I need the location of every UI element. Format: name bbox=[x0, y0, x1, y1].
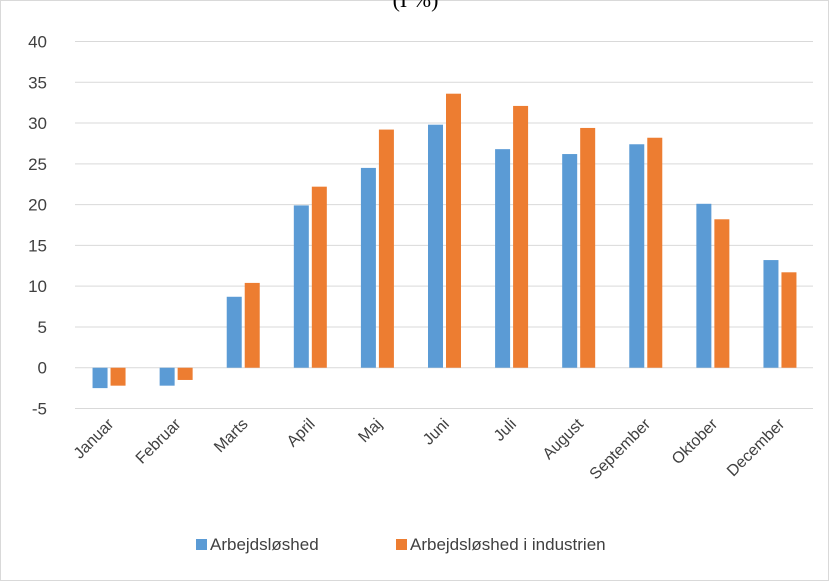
x-tick-label: Juni bbox=[420, 416, 453, 449]
y-tick-label: 35 bbox=[28, 73, 47, 92]
chart-title: (I %) bbox=[1, 0, 829, 13]
y-tick-label: 15 bbox=[28, 236, 47, 255]
x-tick-label: Marts bbox=[211, 416, 251, 456]
y-tick-label: 0 bbox=[38, 359, 47, 378]
bar bbox=[629, 144, 645, 368]
x-tick-label: September bbox=[587, 415, 655, 483]
y-tick-label: 5 bbox=[38, 318, 47, 337]
legend-label: Arbejdsløshed bbox=[210, 535, 319, 554]
bar bbox=[360, 167, 376, 368]
bar bbox=[495, 149, 511, 368]
bar bbox=[293, 205, 309, 368]
bar bbox=[696, 203, 712, 368]
bar bbox=[446, 93, 461, 368]
bar bbox=[159, 367, 175, 386]
x-tick-label: Maj bbox=[355, 416, 385, 446]
bar bbox=[226, 296, 242, 368]
x-tick-label: Februar bbox=[133, 415, 185, 467]
bar bbox=[513, 105, 529, 368]
bar bbox=[580, 127, 596, 368]
legend-label: Arbejdsløshed i industrien bbox=[410, 535, 606, 554]
x-tick-label: Oktober bbox=[669, 415, 722, 468]
x-tick-label: Juli bbox=[491, 416, 520, 445]
bar bbox=[244, 282, 260, 368]
x-tick-label: Januar bbox=[71, 415, 118, 462]
bar bbox=[177, 367, 193, 380]
bar bbox=[562, 154, 578, 368]
bar bbox=[110, 367, 126, 386]
y-tick-label: -5 bbox=[32, 400, 47, 419]
y-tick-label: 30 bbox=[28, 114, 47, 133]
legend-swatch bbox=[396, 539, 407, 550]
bar bbox=[781, 272, 797, 368]
bar bbox=[311, 186, 327, 368]
y-tick-label: 20 bbox=[28, 196, 47, 215]
x-tick-label: December bbox=[724, 415, 789, 480]
legend-swatch bbox=[196, 539, 207, 550]
bar bbox=[763, 260, 779, 368]
bar bbox=[92, 367, 108, 389]
y-tick-label: 10 bbox=[28, 277, 47, 296]
x-tick-label: August bbox=[540, 415, 588, 463]
bar bbox=[647, 137, 663, 368]
y-tick-label: 40 bbox=[28, 33, 47, 52]
x-tick-label: April bbox=[284, 416, 319, 451]
bar bbox=[428, 124, 443, 368]
bar bbox=[714, 219, 730, 368]
bar bbox=[378, 129, 394, 368]
y-tick-label: 25 bbox=[28, 155, 47, 174]
